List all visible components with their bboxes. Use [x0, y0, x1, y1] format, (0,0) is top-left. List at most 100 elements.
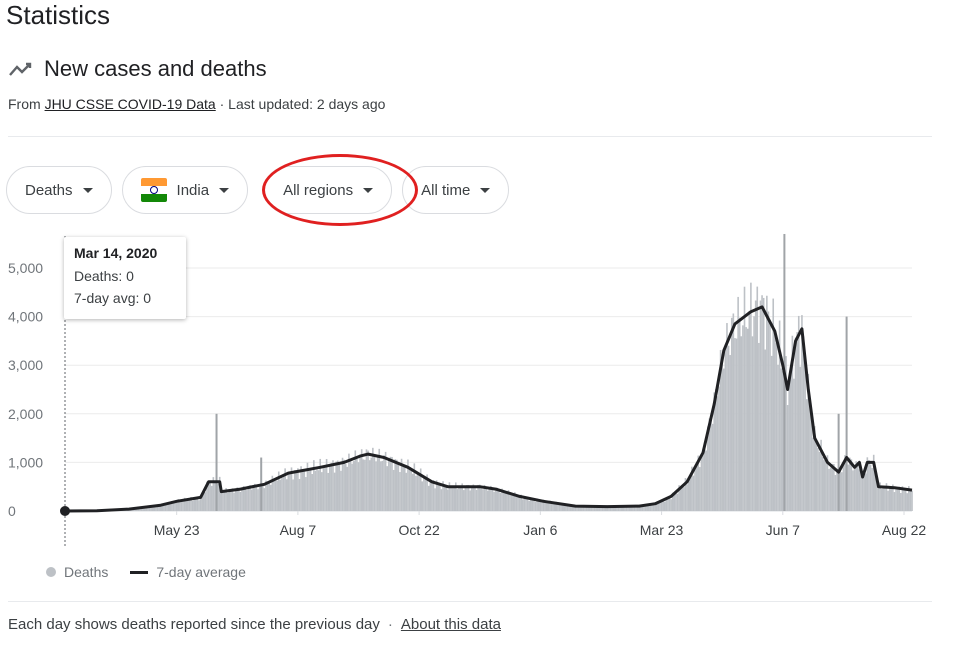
x-tick-label: Jun 7: [766, 522, 800, 538]
y-tick-label: 5,000: [8, 260, 43, 276]
daily-death-bar: [207, 480, 210, 511]
daily-death-bar: [813, 426, 816, 511]
about-data-link[interactable]: About this data: [400, 616, 501, 633]
daily-death-bar: [703, 442, 706, 511]
daily-death-bar: [711, 423, 714, 511]
daily-death-bar: [182, 500, 184, 511]
daily-death-bar: [908, 486, 910, 511]
daily-death-bar: [335, 461, 337, 511]
daily-death-bar: [595, 506, 597, 511]
daily-death-bar: [273, 480, 275, 511]
daily-death-bar: [732, 313, 735, 511]
daily-death-bar: [306, 462, 309, 511]
daily-death-bar: [298, 478, 301, 511]
daily-death-bar: [341, 457, 344, 511]
daily-death-bar: [257, 489, 259, 511]
daily-death-bar: [271, 475, 274, 511]
daily-death-bar: [882, 488, 885, 511]
daily-death-bar: [340, 470, 342, 511]
daily-death-bar: [284, 468, 286, 511]
daily-death-bar: [675, 492, 677, 511]
daily-death-bar: [821, 456, 824, 511]
daily-death-bar: [734, 338, 736, 511]
daily-death-bar: [477, 484, 479, 511]
metric-filter-button[interactable]: Deaths: [6, 166, 112, 214]
daily-death-bar: [214, 482, 216, 511]
daily-death-bar: [860, 468, 862, 511]
daily-death-bar: [836, 471, 838, 511]
daily-death-bar: [901, 486, 904, 511]
daily-death-bar: [694, 468, 696, 511]
daily-death-bar: [480, 488, 483, 511]
daily-death-bar: [724, 345, 727, 511]
daily-death-bar: [151, 506, 154, 511]
daily-death-bar: [662, 498, 664, 511]
daily-death-bar: [150, 506, 152, 511]
daily-death-bar: [188, 499, 191, 511]
daily-death-bar: [541, 502, 543, 511]
daily-death-bar: [498, 490, 500, 511]
daily-death-bar: [191, 500, 194, 511]
daily-death-bar: [552, 503, 554, 511]
daily-death-bar: [643, 504, 645, 511]
daily-death-bar: [431, 480, 433, 511]
daily-death-bar: [490, 485, 492, 511]
x-tick-label: Jan 6: [523, 522, 557, 538]
daily-death-bar: [885, 483, 888, 511]
daily-death-bar: [451, 488, 454, 511]
page-title: Statistics: [6, 0, 111, 30]
daily-death-bar: [640, 506, 642, 511]
time-range-filter-button[interactable]: All time: [402, 166, 510, 214]
tooltip-date: Mar 14, 2020: [74, 245, 158, 261]
daily-death-bar: [434, 488, 436, 511]
daily-death-bar: [641, 506, 644, 511]
daily-death-bar: [644, 505, 647, 511]
y-tick-label: 0: [8, 503, 16, 519]
daily-death-bar: [391, 456, 393, 511]
legend-item-average: 7-day average: [130, 564, 246, 580]
daily-death-bar: [876, 480, 878, 511]
country-filter-button[interactable]: India: [121, 166, 249, 214]
daily-death-bar: [247, 485, 250, 511]
daily-death-bar: [606, 506, 609, 511]
daily-death-bar: [258, 484, 261, 511]
y-tick-label: 4,000: [8, 309, 43, 325]
daily-death-bar: [619, 506, 621, 511]
daily-death-bar: [159, 504, 162, 511]
daily-death-bar: [536, 498, 538, 511]
deaths-chart[interactable]: 0 1,000 2,000 3,000 4,000 5,000 May 23 Aug 7 Oct…: [0, 228, 960, 548]
x-tick-label: Aug 7: [280, 522, 317, 538]
daily-death-bar: [517, 496, 519, 511]
daily-death-bar: [601, 506, 604, 511]
daily-death-bar: [525, 497, 527, 511]
daily-death-bar: [244, 489, 247, 511]
source-link[interactable]: JHU CSSE COVID-19 Data: [44, 96, 216, 112]
daily-death-bar: [692, 475, 695, 511]
daily-death-bar: [392, 469, 395, 511]
daily-death-bar: [604, 507, 607, 511]
daily-death-bar: [839, 468, 842, 511]
daily-death-bar: [555, 501, 558, 511]
daily-death-bar: [483, 484, 486, 511]
daily-death-bar: [198, 500, 200, 511]
daily-death-bar: [679, 488, 682, 511]
daily-death-bar: [303, 469, 306, 511]
daily-death-bar: [612, 506, 615, 511]
daily-death-bar: [163, 505, 165, 511]
daily-death-bar: [592, 506, 594, 511]
daily-death-bar: [352, 461, 355, 511]
daily-death-bar: [321, 472, 323, 511]
daily-death-bar: [700, 454, 703, 511]
footer-note: Each day shows deaths reported since the…: [8, 616, 380, 633]
daily-death-bar: [210, 485, 213, 511]
daily-death-bar: [448, 482, 451, 511]
daily-death-bar: [659, 501, 661, 511]
daily-death-bar: [577, 505, 580, 511]
daily-death-bar: [868, 460, 870, 511]
daily-death-bar: [403, 466, 406, 511]
daily-death-bar: [466, 485, 468, 511]
daily-death-bar: [705, 450, 708, 511]
daily-death-bar: [327, 472, 329, 511]
daily-death-bar: [226, 492, 229, 511]
daily-death-bar: [561, 503, 564, 511]
